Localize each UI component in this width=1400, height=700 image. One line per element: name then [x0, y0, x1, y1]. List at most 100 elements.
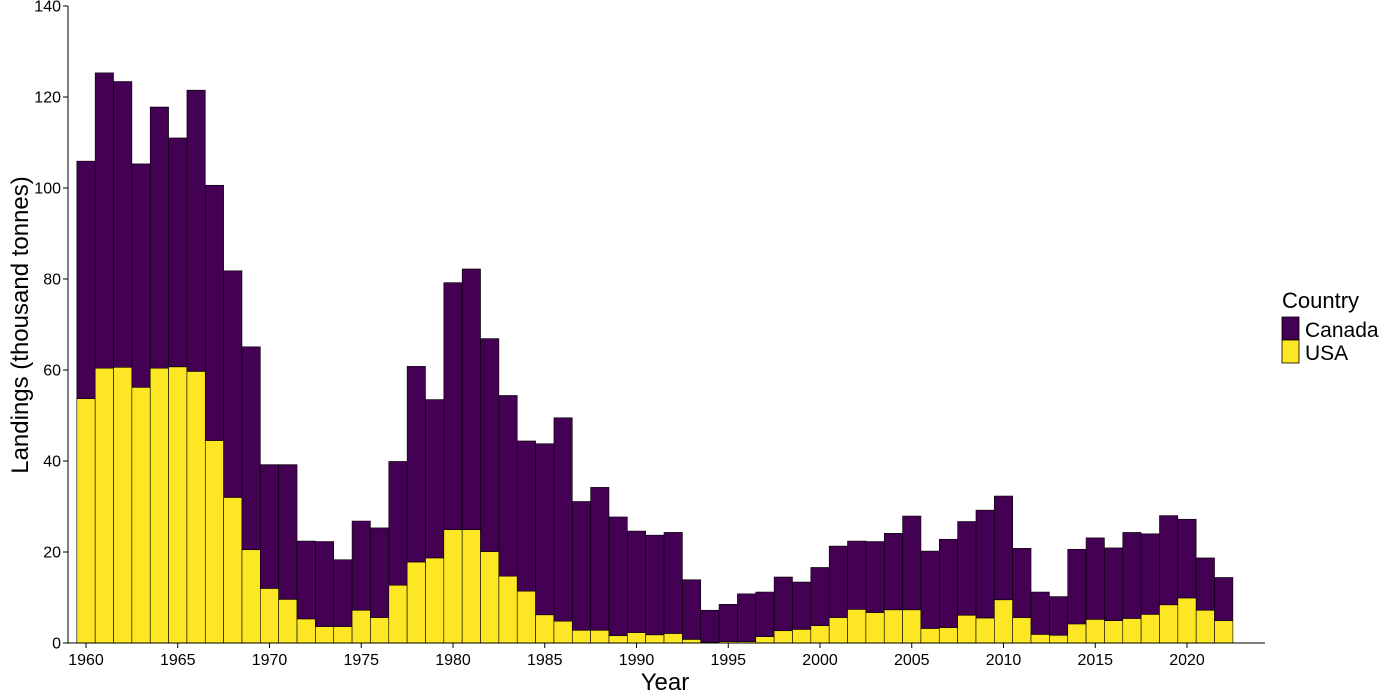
bar-canada-2016: [1104, 547, 1124, 622]
bar-usa-1962: [113, 366, 133, 644]
bar-canada-2004: [883, 533, 903, 611]
bar-usa-1999: [792, 629, 812, 644]
bar-usa-1964: [149, 367, 169, 644]
bar-usa-1968: [223, 497, 243, 644]
bar-usa-2019: [1159, 604, 1179, 644]
bar-canada-1964: [149, 106, 169, 369]
bar-usa-1997: [755, 636, 775, 644]
bar-usa-1971: [278, 599, 298, 644]
bar-canada-2001: [828, 545, 848, 618]
bar-canada-1998: [773, 576, 793, 632]
bar-usa-1993: [682, 639, 702, 644]
bar-usa-1984: [516, 590, 536, 644]
x-tick-label-1985: 1985: [527, 652, 563, 669]
bar-canada-2021: [1195, 557, 1215, 611]
bar-usa-1986: [553, 620, 573, 644]
bar-canada-1975: [351, 520, 371, 611]
bar-usa-1978: [406, 561, 426, 644]
bar-canada-1962: [113, 81, 133, 368]
bar-canada-1990: [627, 530, 646, 633]
bar-canada-1961: [94, 72, 114, 369]
bar-canada-2020: [1177, 518, 1197, 599]
bar-canada-1973: [315, 541, 335, 627]
x-tick-label-2010: 2010: [986, 652, 1022, 669]
bar-usa-1987: [571, 629, 591, 644]
bar-canada-2022: [1214, 577, 1234, 622]
bar-usa-1960: [76, 398, 96, 644]
bar-usa-2010: [994, 599, 1013, 644]
bar-usa-1992: [663, 633, 683, 644]
bar-usa-1974: [333, 626, 353, 644]
bar-canada-1984: [516, 440, 536, 592]
bar-canada-1980: [443, 282, 463, 531]
bar-canada-1997: [755, 591, 775, 637]
x-tick-label-1975: 1975: [343, 652, 379, 669]
bar-canada-2014: [1067, 548, 1087, 625]
bar-usa-1966: [186, 371, 206, 644]
bar-usa-2011: [1012, 617, 1032, 644]
bar-canada-2005: [902, 515, 922, 611]
y-tick-label-0: 0: [52, 636, 61, 653]
bar-usa-2002: [847, 609, 867, 644]
bar-usa-2022: [1214, 620, 1234, 644]
bar-usa-1980: [443, 529, 463, 644]
bar-usa-2021: [1195, 609, 1215, 644]
bar-usa-1983: [498, 575, 518, 644]
bar-canada-2019: [1159, 515, 1179, 606]
y-axis-title: Landings (thousand tonnes): [7, 176, 34, 474]
bar-canada-1989: [608, 516, 628, 637]
bar-canada-1974: [333, 559, 353, 627]
bar-usa-2003: [865, 612, 885, 644]
bar-canada-1979: [425, 399, 445, 559]
bar-usa-1979: [425, 557, 445, 644]
bar-canada-1969: [241, 346, 261, 551]
bar-canada-1981: [461, 268, 481, 530]
bar-canada-2006: [920, 550, 940, 629]
bar-usa-1982: [480, 551, 500, 644]
x-tick-label-1995: 1995: [710, 652, 746, 669]
x-tick-label-2020: 2020: [1169, 652, 1205, 669]
y-tick-label-120: 120: [34, 90, 61, 107]
bar-canada-1995: [718, 604, 738, 642]
bar-canada-2002: [847, 540, 867, 610]
y-tick-label-80: 80: [43, 272, 61, 289]
bar-usa-2018: [1140, 614, 1160, 644]
bar-usa-2012: [1030, 634, 1050, 644]
bar-usa-2000: [810, 625, 830, 644]
bar-canada-2013: [1049, 596, 1069, 636]
bar-canada-1970: [260, 464, 279, 589]
bar-canada-1966: [186, 89, 206, 372]
legend: Country Canada USA: [1281, 288, 1379, 365]
bar-canada-1971: [278, 464, 298, 600]
y-tick-label-20: 20: [43, 545, 61, 562]
bar-canada-1986: [553, 417, 573, 622]
legend-swatch-usa: [1281, 339, 1300, 364]
bar-canada-2000: [810, 567, 830, 627]
bar-usa-2013: [1049, 634, 1069, 644]
bar-canada-1976: [370, 527, 390, 618]
x-tick-label-1970: 1970: [252, 652, 288, 669]
bar-usa-1965: [168, 366, 188, 644]
bar-usa-1970: [260, 588, 279, 644]
bar-usa-1972: [296, 618, 316, 644]
bar-canada-2018: [1140, 533, 1160, 615]
bar-usa-1988: [590, 629, 610, 644]
bar-canada-2003: [865, 541, 885, 613]
bar-canada-1985: [535, 443, 555, 616]
bar-usa-1961: [94, 367, 114, 644]
bar-canada-1963: [131, 163, 151, 388]
x-tick-label-2005: 2005: [894, 652, 930, 669]
bar-canada-2009: [975, 509, 995, 619]
bar-canada-1992: [663, 532, 683, 634]
legend-title: Country: [1282, 288, 1359, 313]
bar-usa-1973: [315, 626, 335, 644]
bar-canada-2010: [994, 495, 1013, 601]
bar-usa-2005: [902, 609, 922, 644]
bar-canada-2012: [1030, 591, 1050, 635]
bar-canada-1991: [645, 534, 665, 636]
bar-canada-1988: [590, 487, 610, 631]
axes-layer: 0 20 40 60 80 100 120 140 1960 1965 1970 1975 1980 19…: [34, 0, 1265, 669]
bar-canada-1996: [737, 593, 757, 642]
bar-canada-1994: [700, 609, 720, 643]
